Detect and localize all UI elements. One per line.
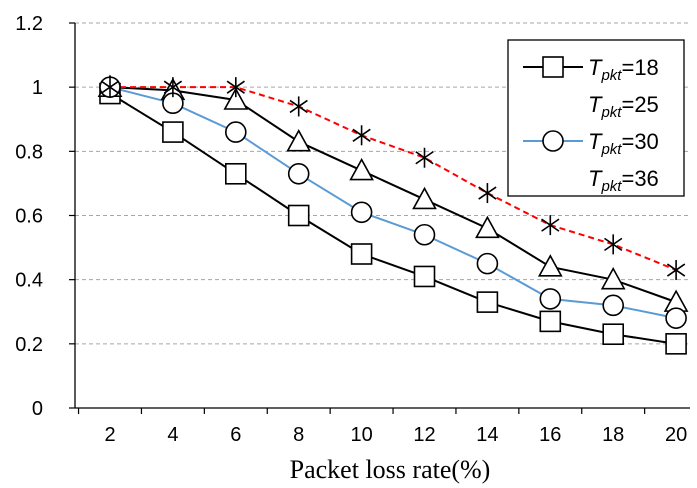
point-marker-square xyxy=(476,291,499,313)
point-marker-square xyxy=(665,333,687,355)
x-tick-label: 2 xyxy=(104,424,115,446)
star-stroke xyxy=(163,80,183,94)
point-marker-triangle xyxy=(349,157,374,181)
point-marker-square xyxy=(539,310,562,333)
x-tick-label: 20 xyxy=(665,424,687,446)
point-marker-square xyxy=(225,162,247,185)
legend-label: Tpkt=36 xyxy=(588,166,659,195)
point-marker-circle xyxy=(350,201,373,224)
point-marker-triangle xyxy=(412,186,437,210)
y-tick-label: 1 xyxy=(32,77,43,99)
star-stroke xyxy=(226,80,245,94)
point-marker-triangle xyxy=(286,129,312,152)
point-marker-star xyxy=(666,260,686,281)
y-tick-label: 0.2 xyxy=(15,334,43,356)
legend-item-2: Tpkt=25 xyxy=(588,92,659,121)
point-marker-star xyxy=(163,77,183,98)
point-marker-triangle xyxy=(537,254,563,277)
series-group xyxy=(97,74,689,355)
x-tick-label: 14 xyxy=(476,424,498,446)
axes: 0 0.2 0.4 0.6 0.8 1 1.2 2 4 6 8 10 12 14 16 18 20 xyxy=(15,13,690,446)
point-marker-circle xyxy=(539,288,562,310)
point-marker-triangle xyxy=(223,87,249,110)
point-marker-star xyxy=(226,77,245,98)
star-stroke xyxy=(289,99,308,114)
y-tick-label: 1.2 xyxy=(15,13,43,35)
point-marker-star xyxy=(541,215,560,236)
star-stroke xyxy=(100,80,120,94)
legend-item-4: Tpkt=36 xyxy=(588,166,659,195)
point-marker-circle xyxy=(413,223,436,246)
point-marker-square xyxy=(602,323,625,346)
star-stroke xyxy=(478,186,497,200)
legend-item-3: Tpkt=30 xyxy=(523,129,659,158)
star-stroke xyxy=(541,218,560,232)
y-tick-label: 0.8 xyxy=(15,141,43,163)
point-marker-square xyxy=(413,265,436,288)
legend-box xyxy=(507,39,685,197)
y-tick-label: 0 xyxy=(32,398,43,420)
point-marker-circle xyxy=(602,294,625,317)
series-line-2 xyxy=(109,86,677,304)
point-marker-circle xyxy=(476,252,499,275)
series-line-3 xyxy=(109,86,677,320)
legend-label: Tpkt=18 xyxy=(588,55,659,84)
x-tick-label: 16 xyxy=(539,424,561,446)
y-tick-label: 0.6 xyxy=(15,206,43,228)
legend-label: Tpkt=25 xyxy=(588,92,659,121)
point-marker-circle xyxy=(287,162,310,185)
point-marker-star xyxy=(604,234,623,255)
x-tick-label: 8 xyxy=(293,424,304,446)
point-marker-circle xyxy=(665,307,687,329)
series-line-4 xyxy=(110,86,677,271)
legend: Tpkt=18 Tpkt=25 Tpkt=30 Tpkt=36 xyxy=(507,39,685,197)
series-markers-3 xyxy=(99,76,687,329)
x-tick-label: 4 xyxy=(167,424,178,446)
point-marker-star xyxy=(415,147,434,168)
point-marker-star xyxy=(478,183,497,204)
point-marker-square xyxy=(542,56,564,78)
series-markers-4 xyxy=(100,77,686,281)
x-tick-label: 18 xyxy=(602,424,624,446)
star-stroke xyxy=(415,151,434,165)
point-marker-circle xyxy=(225,121,247,143)
x-tick-label: 12 xyxy=(413,424,435,446)
star-stroke xyxy=(352,128,371,142)
x-tick-label: 6 xyxy=(230,424,241,446)
x-tick-label: 10 xyxy=(350,424,372,446)
x-axis-title: Packet loss rate(%) xyxy=(290,455,491,484)
legend-item-1: Tpkt=18 xyxy=(523,55,659,84)
point-marker-star xyxy=(289,96,308,117)
point-marker-square xyxy=(350,243,373,265)
point-marker-triangle xyxy=(475,215,500,239)
star-stroke xyxy=(666,263,686,277)
point-marker-star xyxy=(100,77,120,98)
star-stroke xyxy=(604,237,623,252)
y-tick-label: 0.4 xyxy=(15,270,43,292)
point-marker-square xyxy=(162,121,184,143)
point-marker-circle xyxy=(542,130,564,152)
series-markers-1 xyxy=(99,82,687,355)
legend-label: Tpkt=30 xyxy=(588,129,659,158)
point-marker-star xyxy=(352,125,371,146)
point-marker-triangle xyxy=(600,267,626,290)
series-line-1 xyxy=(109,92,677,345)
point-marker-square xyxy=(287,204,310,227)
